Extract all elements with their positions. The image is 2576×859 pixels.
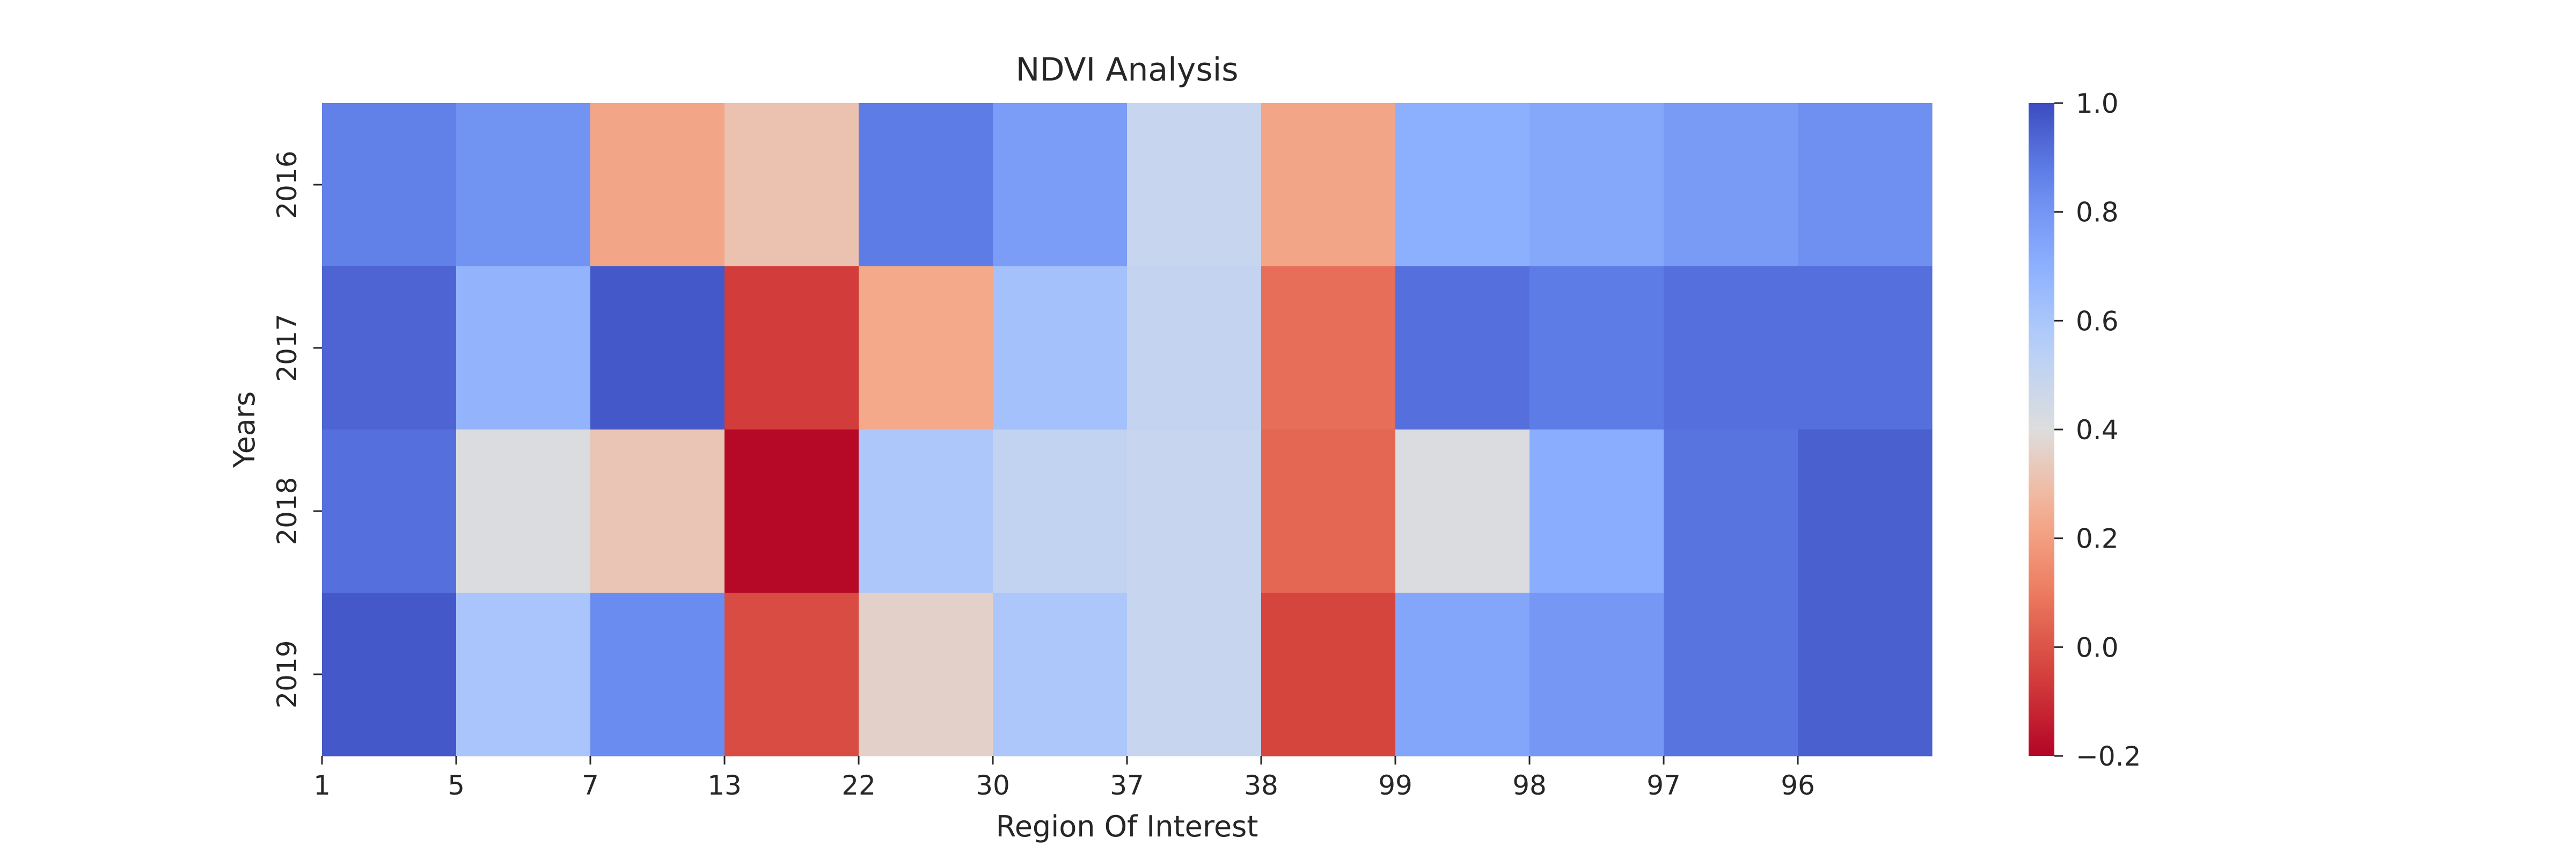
heatmap-cell (1261, 593, 1396, 756)
colorbar-tick-label: 0.6 (2076, 305, 2119, 337)
y-axis-label: Years (228, 391, 261, 468)
heatmap-cell (859, 103, 993, 267)
x-tick-label: 7 (582, 770, 599, 801)
heatmap-cell (724, 593, 859, 756)
heatmap-cell (859, 593, 993, 756)
x-tick-label: 38 (1244, 770, 1278, 801)
heatmap-cell (1395, 266, 1530, 430)
heatmap-cell (859, 266, 993, 430)
heatmap-cell (590, 103, 725, 267)
colorbar-tick-label: 1.0 (2076, 88, 2119, 119)
heatmap-cell (322, 103, 457, 267)
heatmap-cell (322, 593, 457, 756)
heatmap-cell (1127, 430, 1262, 593)
heatmap-cell (1261, 430, 1396, 593)
colorbar-ticks: 1.0 0.8 0.6 0.4 0.2 0.0 −0.2 (2054, 88, 2141, 772)
heatmap-cell (456, 593, 591, 756)
heatmap-cell (1395, 430, 1530, 593)
heatmap-cell (724, 430, 859, 593)
heatmap-cell (1395, 103, 1530, 267)
y-axis-ticks: 2016 2017 2018 2019 (272, 150, 322, 709)
y-tick-label: 2019 (272, 640, 303, 708)
chart-title: NDVI Analysis (1015, 51, 1238, 89)
heatmap-cell (1798, 430, 1933, 593)
heatmap-cell (1798, 593, 1933, 756)
heatmap-cell (590, 593, 725, 756)
x-tick-label: 99 (1378, 770, 1413, 801)
heatmap-cell (1261, 266, 1396, 430)
colorbar (2029, 103, 2054, 756)
heatmap-cell (1664, 266, 1798, 430)
heatmap-cell (859, 430, 993, 593)
heatmap-cell (1529, 103, 1664, 267)
heatmap-cell (1664, 103, 1798, 267)
heatmap-cell (1664, 593, 1798, 756)
heatmap-cell (1127, 103, 1262, 267)
colorbar-tick-label: 0.0 (2076, 632, 2119, 663)
heatmap-cell (993, 266, 1128, 430)
x-tick-label: 96 (1781, 770, 1815, 801)
x-tick-label: 1 (313, 770, 331, 801)
heatmap-cell (1127, 593, 1262, 756)
heatmap-cell (1127, 266, 1262, 430)
x-tick-label: 98 (1512, 770, 1547, 801)
x-tick-label: 30 (976, 770, 1010, 801)
colorbar-tick-label: 0.8 (2076, 197, 2119, 228)
x-axis-ticks: 1 5 7 13 22 30 37 38 99 98 97 96 (313, 756, 1815, 801)
heatmap-cell (1261, 103, 1396, 267)
y-tick-label: 2016 (272, 150, 303, 219)
x-axis-label: Region Of Interest (996, 810, 1258, 843)
heatmap-cell (456, 266, 591, 430)
x-tick-label: 13 (707, 770, 742, 801)
colorbar-tick-label: 0.4 (2076, 414, 2119, 446)
heatmap-cell (724, 103, 859, 267)
heatmap-cell (1798, 266, 1933, 430)
colorbar-tick-label: −0.2 (2076, 741, 2141, 772)
heatmap-cell (1529, 593, 1664, 756)
heatmap-cell (724, 266, 859, 430)
heatmap-cell (322, 266, 457, 430)
heatmap-cell (590, 430, 725, 593)
heatmap-cell (1529, 430, 1664, 593)
heatmap-cell (590, 266, 725, 430)
y-tick-label: 2017 (272, 314, 303, 382)
heatmap-cell (993, 103, 1128, 267)
x-tick-label: 5 (448, 770, 465, 801)
x-tick-label: 37 (1110, 770, 1144, 801)
heatmap-cell (993, 593, 1128, 756)
heatmap-cell (456, 430, 591, 593)
colorbar-tick-label: 0.2 (2076, 523, 2119, 555)
heatmap-cell (456, 103, 591, 267)
heatmap-cell (1395, 593, 1530, 756)
heatmap-cell (993, 430, 1128, 593)
y-tick-label: 2018 (272, 477, 303, 545)
x-tick-label: 22 (841, 770, 876, 801)
x-tick-label: 97 (1646, 770, 1681, 801)
heatmap-cell (322, 430, 457, 593)
heatmap-cell (1664, 430, 1798, 593)
heatmap-cells (322, 103, 1933, 756)
heatmap-cell (1529, 266, 1664, 430)
heatmap-cell (1798, 103, 1933, 267)
